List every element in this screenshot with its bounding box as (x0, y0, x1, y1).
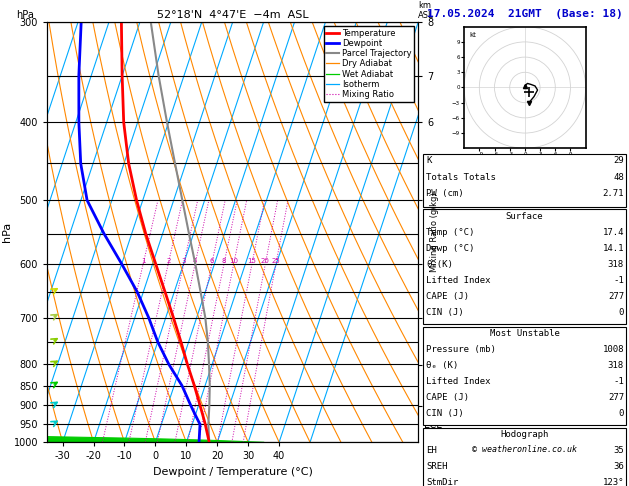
Text: Temp (°C): Temp (°C) (426, 228, 475, 237)
Title: 52°18'N  4°47'E  −4m  ASL: 52°18'N 4°47'E −4m ASL (157, 10, 309, 20)
Text: 0: 0 (618, 308, 624, 317)
Text: 17.05.2024  21GMT  (Base: 18): 17.05.2024 21GMT (Base: 18) (426, 9, 623, 19)
Text: 6: 6 (209, 258, 214, 264)
Text: 4: 4 (193, 258, 198, 264)
Text: 36: 36 (613, 462, 624, 471)
Text: CIN (J): CIN (J) (426, 308, 464, 317)
X-axis label: Dewpoint / Temperature (°C): Dewpoint / Temperature (°C) (153, 467, 313, 477)
Text: 0: 0 (618, 409, 624, 418)
Text: 15: 15 (248, 258, 257, 264)
Text: 48: 48 (613, 173, 624, 182)
Text: 14.1: 14.1 (603, 244, 624, 253)
Text: LCL: LCL (424, 420, 442, 430)
Text: 25: 25 (272, 258, 281, 264)
Text: 3: 3 (181, 258, 186, 264)
Text: EH: EH (426, 446, 437, 455)
Text: 20: 20 (261, 258, 270, 264)
Text: 17.4: 17.4 (603, 228, 624, 237)
Text: hPa: hPa (16, 10, 33, 20)
Text: θₑ (K): θₑ (K) (426, 361, 459, 370)
Text: 1008: 1008 (603, 345, 624, 354)
Text: kt: kt (469, 32, 476, 38)
Text: 277: 277 (608, 393, 624, 402)
Text: 277: 277 (608, 292, 624, 301)
Text: CAPE (J): CAPE (J) (426, 292, 469, 301)
Text: PW (cm): PW (cm) (426, 189, 464, 198)
Text: Mixing Ratio (g/kg): Mixing Ratio (g/kg) (430, 192, 438, 272)
Text: CIN (J): CIN (J) (426, 409, 464, 418)
Text: Hodograph: Hodograph (501, 430, 548, 439)
Text: 29: 29 (613, 156, 624, 166)
Text: StmDir: StmDir (426, 478, 459, 486)
Text: CAPE (J): CAPE (J) (426, 393, 469, 402)
Text: -1: -1 (613, 377, 624, 386)
Text: K: K (426, 156, 432, 166)
Text: Totals Totals: Totals Totals (426, 173, 496, 182)
Text: 8: 8 (222, 258, 226, 264)
Text: © weatheronline.co.uk: © weatheronline.co.uk (472, 445, 577, 454)
Text: 318: 318 (608, 361, 624, 370)
Text: 123°: 123° (603, 478, 624, 486)
Text: 1: 1 (141, 258, 145, 264)
Text: 10: 10 (229, 258, 238, 264)
Text: 318: 318 (608, 260, 624, 269)
Text: 2: 2 (166, 258, 170, 264)
Text: 2.71: 2.71 (603, 189, 624, 198)
Text: km
ASL: km ASL (418, 1, 434, 20)
Text: 35: 35 (613, 446, 624, 455)
Text: Dewp (°C): Dewp (°C) (426, 244, 475, 253)
Text: -1: -1 (613, 276, 624, 285)
Y-axis label: hPa: hPa (3, 222, 12, 242)
Text: SREH: SREH (426, 462, 448, 471)
Text: Pressure (mb): Pressure (mb) (426, 345, 496, 354)
Legend: Temperature, Dewpoint, Parcel Trajectory, Dry Adiabat, Wet Adiabat, Isotherm, Mi: Temperature, Dewpoint, Parcel Trajectory… (324, 26, 414, 102)
Text: Lifted Index: Lifted Index (426, 377, 491, 386)
Text: Most Unstable: Most Unstable (489, 329, 560, 338)
Text: Lifted Index: Lifted Index (426, 276, 491, 285)
Text: θₑ(K): θₑ(K) (426, 260, 454, 269)
Text: Surface: Surface (506, 212, 543, 221)
